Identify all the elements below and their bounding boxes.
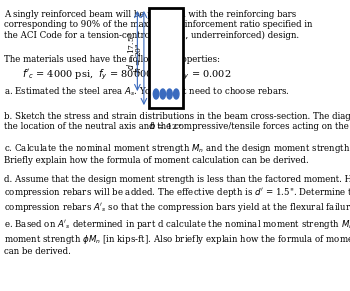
Text: $h$ = 20": $h$ = 20" [132, 43, 144, 73]
Text: $f'_c$ = 4000 psi,  $f_y$ = 80000 psi,  $\varepsilon_y$ = 0.002: $f'_c$ = 4000 psi, $f_y$ = 80000 psi, $\… [22, 68, 231, 82]
Circle shape [153, 89, 159, 99]
Text: c. Calculate the nominal moment strength $M_n$ and the design moment strength $\: c. Calculate the nominal moment strength… [4, 142, 350, 165]
Text: $d$ = 17.5": $d$ = 17.5" [125, 32, 136, 70]
Circle shape [174, 89, 179, 99]
Text: $b$ = 12": $b$ = 12" [149, 120, 183, 131]
Circle shape [167, 89, 172, 99]
Text: d. Assume that the design moment strength is less than the factored moment. Henc: d. Assume that the design moment strengt… [4, 175, 350, 214]
Circle shape [160, 89, 166, 99]
Text: A singly reinforced beam will be provided with the reinforcing bars
correspondin: A singly reinforced beam will be provide… [4, 10, 313, 40]
Text: a. Estimated the steel area $A_s$. You do not need to choose rebars.: a. Estimated the steel area $A_s$. You d… [4, 85, 290, 97]
Text: e. Based on $A'_s$ determined in part d calculate the nominal moment strength $M: e. Based on $A'_s$ determined in part d … [4, 218, 350, 256]
Text: The materials used have the following properties:: The materials used have the following pr… [4, 55, 220, 64]
Text: b. Sketch the stress and strain distributions in the beam cross-section. The dia: b. Sketch the stress and strain distribu… [4, 112, 350, 132]
Bar [149, 8, 183, 108]
